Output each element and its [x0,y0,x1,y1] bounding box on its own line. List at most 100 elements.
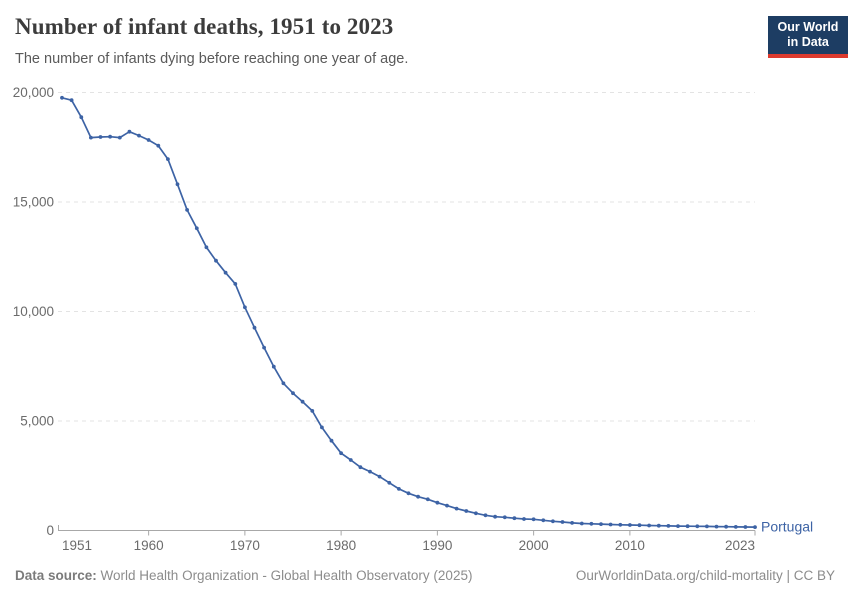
data-point [291,391,295,396]
x-tick-label: 2000 [519,538,549,553]
data-point [79,115,84,120]
data-point [628,523,632,527]
data-point [117,135,122,140]
y-tick-label: 10,000 [13,304,54,319]
data-point [599,522,603,526]
data-point [637,523,642,528]
data-point [406,491,411,496]
data-point [262,345,266,350]
data-point [397,487,401,491]
data-point [310,409,315,413]
data-point [348,458,353,462]
y-tick-label: 0 [46,523,54,538]
data-point [329,438,334,443]
data-point [185,208,190,212]
data-point [589,521,594,526]
data-point [416,494,420,499]
data-point [60,95,64,100]
data-point [281,381,286,386]
x-tick-label: 1970 [230,538,260,553]
data-point [204,245,209,250]
owid-citation-link[interactable]: OurWorldinData.org/child-mortality | CC … [575,568,835,583]
x-tick-label: 1980 [326,538,356,553]
data-point [98,135,103,139]
data-point [753,525,757,529]
x-tick-label: 1951 [62,538,92,553]
y-tick-label: 15,000 [13,195,54,210]
x-tick-label: 2010 [615,538,645,553]
data-point [425,497,430,502]
data-point [695,524,700,529]
data-point [522,517,526,521]
x-tick-label: 1990 [422,538,452,553]
data-point [541,518,546,523]
data-point [252,325,257,330]
page-title: Number of infant deaths, 1951 to 2023 [15,14,394,39]
data-point [676,524,680,528]
data-point [474,511,478,516]
data-point [233,282,238,286]
data-point [483,513,488,518]
data-point [647,523,651,528]
data-point [454,506,459,511]
data-point [570,521,574,525]
data-point [502,515,507,520]
data-point [724,524,728,529]
data-point [705,524,709,529]
y-tick-label: 20,000 [13,85,54,100]
x-tick-label: 1960 [134,538,164,553]
data-point [387,480,392,485]
data-point [69,98,74,103]
owid-logo-line1: Our World [777,20,839,34]
chart-subtitle: The number of infants dying before reach… [15,51,409,67]
chart-footer: Data source: World Health Organization -… [15,568,835,583]
data-source-label: Data source: [15,568,97,583]
data-point [300,399,305,404]
data-point [531,517,536,522]
data-point [137,133,141,138]
data-point [666,524,671,528]
data-point [175,182,180,187]
data-point [146,138,151,142]
data-point [377,474,382,479]
entity-label[interactable]: Portugal [761,519,813,535]
data-point [214,258,218,263]
data-point [579,521,584,526]
data-point [358,465,363,470]
data-source-note: Data source: World Health Organization -… [15,568,472,583]
data-point [194,226,199,231]
data-point [551,519,555,524]
owid-logo-line2: in Data [787,35,829,50]
data-point [493,514,497,519]
data-point [243,305,247,310]
data-point [89,135,93,140]
data-point [108,134,112,139]
data-point [685,524,690,529]
data-point [271,364,276,369]
data-point [733,525,738,529]
owid-logo[interactable]: Our World in Data [768,16,848,58]
data-point [560,520,565,524]
data-point [223,270,228,275]
data-point [656,523,661,528]
y-tick-label: 5,000 [20,414,54,429]
data-point [743,525,748,529]
data-point [714,524,719,529]
data-point [166,157,170,162]
data-point [339,451,343,456]
data-point [127,129,132,134]
data-point [445,503,449,508]
data-point [464,509,469,513]
data-point [512,516,517,521]
data-line[interactable] [61,96,756,528]
data-point [368,469,372,474]
x-tick-label: 2023 [725,538,755,553]
data-point [156,143,161,148]
data-point [608,522,613,527]
data-point [435,500,440,505]
data-point [618,522,623,527]
data-source-text: World Health Organization - Global Healt… [96,568,473,583]
data-point [320,425,324,430]
